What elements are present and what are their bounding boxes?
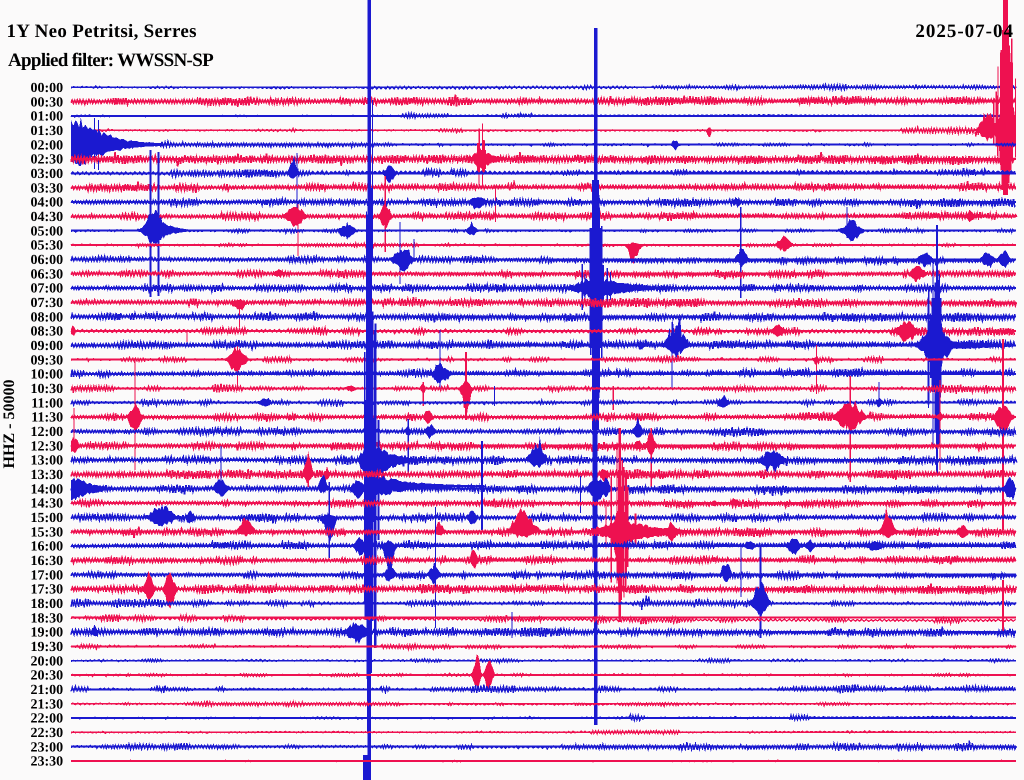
svg-text:13:30: 13:30 xyxy=(31,468,64,483)
svg-text:08:00: 08:00 xyxy=(31,310,64,325)
svg-text:13:00: 13:00 xyxy=(31,454,64,469)
svg-text:19:00: 19:00 xyxy=(31,626,64,641)
svg-text:17:00: 17:00 xyxy=(31,568,64,583)
svg-text:03:30: 03:30 xyxy=(31,181,64,196)
svg-text:23:30: 23:30 xyxy=(31,755,64,770)
svg-text:00:00: 00:00 xyxy=(31,81,64,96)
svg-text:21:00: 21:00 xyxy=(31,683,64,698)
svg-text:06:30: 06:30 xyxy=(31,267,64,282)
svg-text:10:30: 10:30 xyxy=(31,382,64,397)
svg-text:02:00: 02:00 xyxy=(31,138,64,153)
svg-text:07:00: 07:00 xyxy=(31,282,64,297)
svg-text:16:00: 16:00 xyxy=(31,540,64,555)
svg-text:06:00: 06:00 xyxy=(31,253,64,268)
svg-text:11:30: 11:30 xyxy=(31,411,63,426)
svg-text:01:30: 01:30 xyxy=(31,124,64,139)
svg-text:07:30: 07:30 xyxy=(31,296,64,311)
svg-text:09:00: 09:00 xyxy=(31,339,64,354)
svg-text:09:30: 09:30 xyxy=(31,353,64,368)
svg-text:04:00: 04:00 xyxy=(31,196,64,211)
svg-text:02:30: 02:30 xyxy=(31,153,64,168)
svg-text:03:00: 03:00 xyxy=(31,167,64,182)
svg-text:19:30: 19:30 xyxy=(31,640,64,655)
svg-text:12:30: 12:30 xyxy=(31,439,64,454)
svg-text:05:00: 05:00 xyxy=(31,224,64,239)
svg-text:17:30: 17:30 xyxy=(31,583,64,598)
svg-text:05:30: 05:30 xyxy=(31,239,64,254)
svg-text:00:30: 00:30 xyxy=(31,95,64,110)
svg-text:1Y Neo Petritsi, Serres: 1Y Neo Petritsi, Serres xyxy=(7,21,197,42)
svg-text:HHZ - 50000: HHZ - 50000 xyxy=(1,380,18,469)
svg-text:21:30: 21:30 xyxy=(31,697,64,712)
svg-text:12:00: 12:00 xyxy=(31,425,64,440)
svg-text:14:00: 14:00 xyxy=(31,482,64,497)
svg-text:04:30: 04:30 xyxy=(31,210,64,225)
svg-text:08:30: 08:30 xyxy=(31,325,64,340)
svg-text:11:00: 11:00 xyxy=(31,396,63,411)
svg-text:15:00: 15:00 xyxy=(31,511,64,526)
svg-text:15:30: 15:30 xyxy=(31,525,64,540)
svg-text:01:00: 01:00 xyxy=(31,110,64,125)
svg-text:10:00: 10:00 xyxy=(31,368,64,383)
svg-text:Applied filter: WWSSN-SP: Applied filter: WWSSN-SP xyxy=(8,50,214,71)
svg-text:20:30: 20:30 xyxy=(31,669,64,684)
svg-text:16:30: 16:30 xyxy=(31,554,64,569)
svg-text:22:00: 22:00 xyxy=(31,712,64,727)
svg-text:23:00: 23:00 xyxy=(31,740,64,755)
svg-text:2025-07-04: 2025-07-04 xyxy=(915,21,1014,42)
svg-text:14:30: 14:30 xyxy=(31,497,64,512)
svg-text:18:00: 18:00 xyxy=(31,597,64,612)
svg-text:20:00: 20:00 xyxy=(31,654,64,669)
svg-text:18:30: 18:30 xyxy=(31,611,64,626)
svg-text:22:30: 22:30 xyxy=(31,726,64,741)
